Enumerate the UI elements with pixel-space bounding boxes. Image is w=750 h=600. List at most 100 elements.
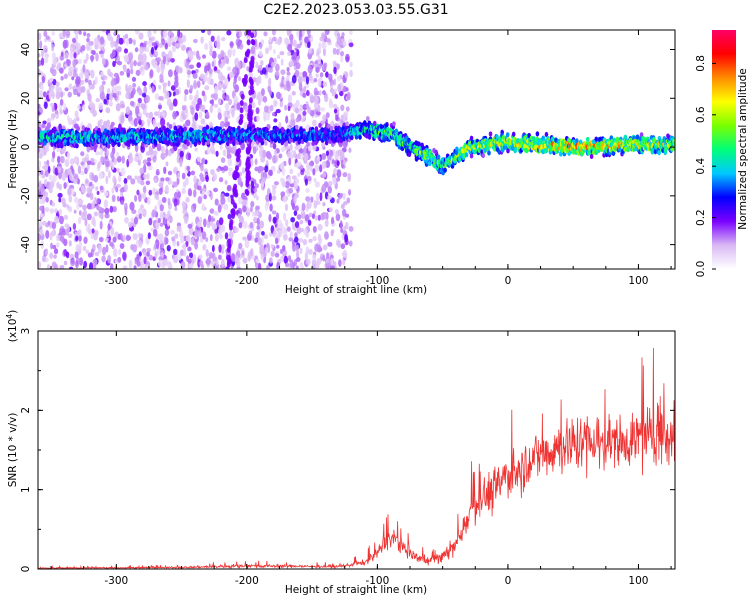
spectrogram-cell [167,197,171,206]
spectrogram-cell [108,170,111,179]
spectrogram-cell [242,205,247,213]
spectrogram-cell [188,64,194,70]
spectrogram-cell [147,118,151,128]
spectrogram-cell [289,183,295,188]
spectrogram-cell [123,177,128,185]
spectrogram-cell [188,227,194,236]
spectrogram-cell [116,36,120,45]
spectrogram-cell [257,98,262,106]
spectrogram-cell [285,219,289,228]
spectrogram-cell [55,81,60,87]
spectrogram-cell [158,84,162,90]
spectrogram-cell [217,204,222,213]
spectrogram-cell [304,178,308,186]
spectrogram-cell [321,142,326,148]
spectrogram-cell [260,60,264,66]
spectrogram-cell [131,76,137,82]
spectrogram-cell [126,72,130,78]
spectrogram-cell [314,140,318,146]
spectrogram-cell [280,69,286,75]
spectrogram-cell [247,253,251,262]
spectrogram-cell [133,265,137,269]
spectrogram-cell [342,159,347,166]
spectrogram-cell [151,41,157,47]
spectrogram-cell [70,258,76,267]
spectrogram-cell [195,103,200,112]
spectrogram-cell [45,249,49,256]
spectrogram-cell [69,172,74,181]
spectrogram-cell [252,146,257,155]
spectrogram-cell [342,139,348,149]
spectrogram-plot-area [38,30,675,269]
spectrogram-cell [205,111,210,119]
spectrogram-cell [87,223,91,232]
spectrogram-cell [327,194,332,200]
spectrogram-cell [183,126,187,132]
spectrogram-cell [247,112,252,119]
spectrogram-cell [321,40,325,49]
spectrogram-cell [56,233,60,242]
spectrogram-cell [142,248,147,256]
spectrogram-cell [64,52,69,59]
spectrogram-cell [272,112,276,117]
spectrogram-cell [269,257,273,264]
spectrogram-cell [238,242,243,250]
spectrogram-cell [209,191,213,201]
spectrogram-cell [185,120,190,126]
spectrogram-cell [277,37,282,46]
spectrogram-cell [207,214,212,223]
spectrogram-cell [238,76,241,82]
spectrogram-cell [335,48,340,56]
spectrogram-cell [97,161,102,167]
spectrogram-cell [464,152,469,158]
spectrogram-cell [219,145,223,150]
spectrogram-cell [111,187,115,194]
spectrogram-cell [282,180,286,188]
spectrogram-cell [134,30,140,35]
spectrogram-cell [182,201,187,210]
spectrogram-cell [295,124,299,130]
spectrogram-cell [111,164,115,170]
spectrogram-cell [158,187,163,195]
spectrogram-cell [345,221,349,230]
spectrogram-cell [313,95,319,104]
spectrogram-cell [260,39,265,45]
spectrogram-cell [290,61,295,67]
spectrogram-cell [308,248,313,255]
spectrogram-cell [86,32,91,38]
spectrogram-cell [60,91,64,99]
spectrogram-cell [52,174,57,183]
spectrogram-cell [38,233,41,242]
spectrogram-cell [336,32,341,38]
spectrogram-cell [317,78,321,88]
spectrogram-cell [160,177,165,182]
spectrogram-cell [241,167,246,174]
spectrogram-cell [246,39,251,46]
spectrogram-cell [116,195,120,202]
spectrogram-cell [272,216,277,224]
spectrogram-cell [299,219,304,225]
spectrogram-cell [117,233,121,240]
spectrogram-cell [129,63,134,69]
spectrogram-cell [65,228,70,236]
spectrogram-cell [67,168,72,174]
spectrogram-cell [344,71,349,79]
spectrogram-cell [185,196,190,203]
spectrogram-cell [319,72,324,78]
spectrogram-cell [60,76,64,81]
spectrogram-cell [268,214,272,223]
spectrogram-cell [185,62,190,69]
spectrogram-cell [103,98,107,105]
spectrogram-cell [62,30,67,37]
spectrogram-cell [322,47,326,57]
spectrogram-cell [99,185,104,191]
spectrogram-cell [223,203,229,211]
spectrogram-cell [142,174,148,179]
spectrogram-cell [179,158,183,168]
spectrogram-cell [42,44,48,54]
spectrogram-cell [317,214,321,221]
spectrogram-cell [250,38,255,45]
spectrogram-cell [535,131,540,137]
spectrogram-cell [234,165,239,172]
spectrogram-cell [253,76,256,82]
